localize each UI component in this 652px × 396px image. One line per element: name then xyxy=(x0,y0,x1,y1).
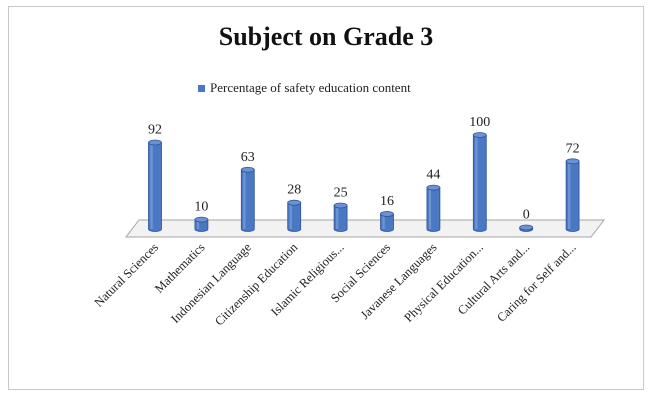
legend-label: Percentage of safety education content xyxy=(210,80,411,95)
bar-8 xyxy=(519,224,534,232)
data-label-7: 100 xyxy=(469,115,490,130)
category-label-2: Indonesian Language xyxy=(168,240,254,326)
bar-4 xyxy=(333,202,348,232)
bar-2 xyxy=(240,166,255,232)
data-label-1: 10 xyxy=(194,200,208,215)
chart-frame xyxy=(8,6,644,390)
bar-9 xyxy=(565,158,580,232)
data-label-6: 44 xyxy=(426,168,440,183)
data-label-3: 28 xyxy=(287,183,301,198)
bar-3 xyxy=(287,199,302,232)
data-label-8: 0 xyxy=(523,208,530,223)
data-label-5: 16 xyxy=(380,194,394,209)
bar-5 xyxy=(380,211,394,232)
data-label-9: 72 xyxy=(566,141,580,156)
data-label-0: 92 xyxy=(148,123,162,138)
bar-7 xyxy=(472,132,487,232)
bar-1 xyxy=(194,216,209,232)
legend-swatch xyxy=(198,84,205,92)
category-label-9: Caring for Self and... xyxy=(494,240,579,325)
chart-legend: Percentage of safety education content xyxy=(198,80,411,96)
data-label-2: 63 xyxy=(241,150,255,165)
chart-title: Subject on Grade 3 xyxy=(218,22,434,51)
category-label-7: Physical Education... xyxy=(401,240,486,325)
data-label-4: 25 xyxy=(334,186,348,201)
category-label-0: Natural Sciences xyxy=(92,240,162,310)
bar-0 xyxy=(148,139,162,232)
bar-6 xyxy=(426,184,441,232)
category-label-3: Citizenship Education xyxy=(212,240,301,329)
